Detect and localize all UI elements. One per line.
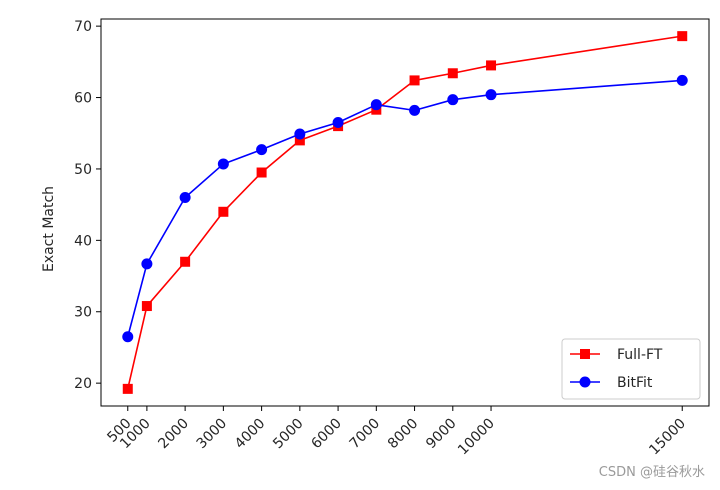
series-line-bitfit — [126, 79, 683, 337]
x-tick-label-15000: 15000 — [646, 416, 689, 459]
y-axis-label: Exact Match — [41, 186, 57, 272]
point-bitfit-9000 — [447, 94, 459, 106]
y-tick-label-50: 50 — [74, 162, 92, 178]
point-bitfit-6000 — [332, 117, 344, 129]
x-tick-label-10000: 10000 — [455, 416, 498, 459]
point-full-ft-500 — [122, 383, 133, 394]
point-bitfit-4000 — [256, 144, 268, 156]
point-bitfit-15000 — [676, 74, 688, 86]
point-full-ft-5000 — [294, 135, 305, 146]
point-full-ft-1000 — [141, 301, 152, 312]
point-full-ft-2000 — [180, 256, 191, 267]
point-full-ft-4000 — [256, 167, 267, 178]
x-tick-label-6000: 6000 — [308, 416, 345, 453]
x-tick-label-4000: 4000 — [232, 416, 269, 453]
y-axis: 20 30 40 50 60 70 — [74, 19, 101, 392]
point-bitfit-5000 — [294, 128, 306, 140]
series-layer — [122, 31, 688, 394]
x-tick-label-3000: 3000 — [194, 416, 231, 453]
point-full-ft-15000 — [677, 31, 688, 42]
y-tick-label-20: 20 — [74, 376, 92, 392]
x-tick-label-8000: 8000 — [385, 416, 422, 453]
point-bitfit-10000 — [485, 89, 497, 101]
point-bitfit-7000 — [370, 99, 382, 111]
y-tick-label-70: 70 — [74, 19, 92, 35]
point-full-ft-10000 — [486, 60, 497, 71]
series-line-full-ft — [126, 35, 683, 390]
y-tick-label-60: 60 — [74, 91, 92, 107]
legend-bitfit-marker — [579, 376, 591, 388]
point-bitfit-1000 — [141, 258, 153, 270]
legend-full-ft-marker — [580, 349, 590, 359]
x-tick-label-5000: 5000 — [270, 416, 307, 453]
point-bitfit-3000 — [217, 158, 229, 170]
point-full-ft-8000 — [409, 75, 420, 86]
legend: Full-FT BitFit — [561, 338, 701, 400]
point-bitfit-2000 — [179, 192, 191, 204]
point-bitfit-500 — [122, 331, 134, 343]
legend-full-ft-label: Full-FT — [617, 347, 663, 363]
point-bitfit-8000 — [409, 104, 421, 116]
x-tick-label-2000: 2000 — [155, 416, 192, 453]
watermark: CSDN @硅谷秋水 — [599, 465, 705, 480]
point-full-ft-9000 — [447, 68, 458, 79]
x-tick-label-7000: 7000 — [347, 416, 384, 453]
y-tick-label-30: 30 — [74, 305, 92, 321]
point-full-ft-3000 — [218, 206, 229, 217]
legend-bitfit-label: BitFit — [617, 375, 653, 391]
y-tick-label-40: 40 — [74, 233, 92, 249]
